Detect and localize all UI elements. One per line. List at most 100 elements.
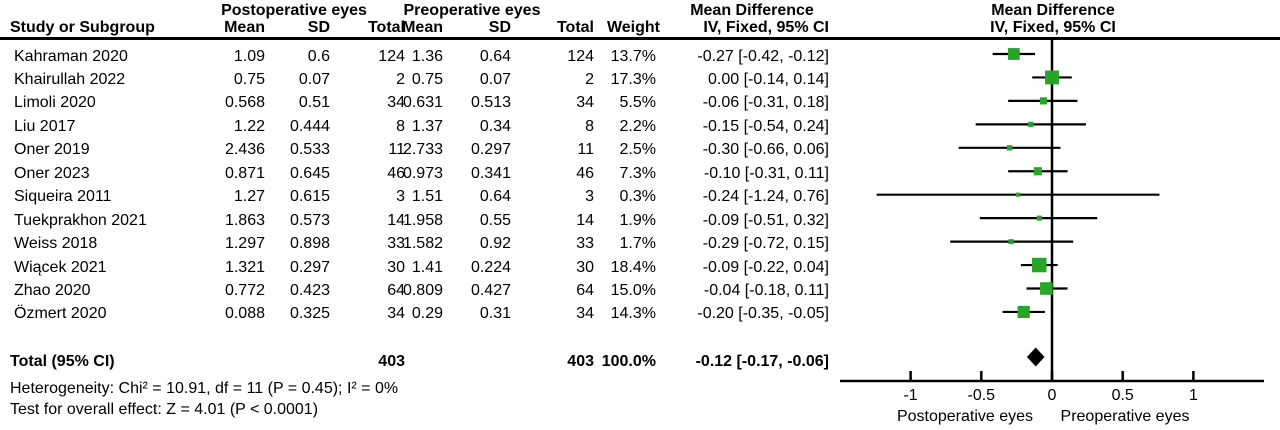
tick-label: 0 (1048, 387, 1057, 404)
cell-weight: 15.0% (610, 282, 656, 299)
cell-post-total: 124 (378, 47, 405, 65)
cell-post-mean: 2.436 (224, 141, 265, 159)
cell-study: Zhao 2020 (14, 282, 91, 299)
table-row: Khairullah 2022 0.75 0.07 2 0.75 0.07 2 17.3% 0.… (0, 68, 840, 91)
column-header-post-sd: SD (307, 19, 330, 36)
cell-post-sd: 0.6 (307, 47, 330, 65)
heterogeneity-note: Heterogeneity: Chi² = 10.91, df = 11 (P … (10, 380, 399, 397)
cell-post-sd: 0.533 (289, 141, 330, 159)
column-header-pre-mean: Mean (402, 19, 443, 36)
cell-weight: 17.3% (610, 70, 656, 88)
cell-md-ci: -0.09 [-0.51, 0.32] (702, 211, 829, 229)
cell-post-mean: 0.772 (224, 282, 265, 299)
total-pre-total: 403 (567, 353, 594, 370)
header-rule (0, 37, 1280, 40)
cell-post-mean: 1.297 (224, 235, 265, 253)
cell-study: Özmert 2020 (14, 305, 107, 323)
table-row: Liu 2017 1.22 0.444 8 1.37 0.34 8 2.2% -0.15 [-0… (0, 115, 840, 138)
table-row: Özmert 2020 0.088 0.325 34 0.29 0.31 34 14.3% -0… (0, 302, 840, 325)
cell-pre-total: 3 (585, 188, 594, 206)
table-row: Oner 2019 2.436 0.533 11 2.733 0.297 11 2.5% -0.… (0, 138, 840, 161)
cell-post-total: 3 (396, 188, 405, 206)
cell-pre-mean: 0.75 (411, 70, 443, 88)
cell-post-mean: 0.088 (224, 305, 265, 323)
table-row: Limoli 2020 0.568 0.51 34 0.631 0.513 34 5.5% -0… (0, 91, 840, 114)
cell-pre-mean: 1.51 (411, 188, 443, 206)
cell-post-sd: 0.51 (298, 94, 330, 112)
cell-md-ci: -0.27 [-0.42, -0.12] (697, 47, 829, 65)
column-header-post-total: Total (367, 19, 405, 36)
cell-md-ci: -0.20 [-0.35, -0.05] (697, 305, 829, 323)
cell-pre-total: 2 (585, 70, 594, 88)
cell-pre-mean: 0.973 (402, 164, 443, 182)
tick-label: -1 (903, 387, 917, 404)
effect-marker (1040, 282, 1053, 295)
cell-post-sd: 0.615 (289, 188, 330, 206)
cell-pre-mean: 0.631 (402, 94, 443, 112)
cell-pre-mean: 1.36 (411, 47, 443, 65)
cell-pre-mean: 0.809 (402, 282, 443, 299)
cell-post-mean: 1.09 (233, 47, 265, 65)
cell-post-mean: 1.22 (233, 117, 265, 135)
cell-study: Kahraman 2020 (14, 47, 128, 65)
cell-post-mean: 1.321 (224, 258, 265, 276)
effect-marker (1036, 215, 1042, 221)
effect-marker (1015, 192, 1021, 197)
group-header-preoperative: Preoperative eyes (403, 2, 541, 19)
cell-pre-total: 124 (567, 47, 594, 65)
table-row: Kahraman 2020 1.09 0.6 124 1.36 0.64 124 13.7% -… (0, 45, 840, 68)
cell-study: Oner 2019 (14, 141, 90, 159)
table-row: Siqueira 2011 1.27 0.615 3 1.51 0.64 3 0.3% -0.2… (0, 185, 840, 208)
cell-pre-total: 34 (576, 305, 594, 323)
cell-post-total: 14 (387, 211, 405, 229)
effect-marker (1032, 257, 1047, 273)
cell-study: Khairullah 2022 (14, 70, 126, 88)
effect-marker (1045, 70, 1059, 85)
cell-weight: 14.3% (610, 305, 656, 323)
cell-weight: 5.5% (619, 94, 656, 112)
cell-post-sd: 0.423 (289, 282, 330, 299)
total-weight: 100.0% (601, 353, 656, 370)
cell-weight: 2.2% (619, 117, 656, 135)
cell-pre-sd: 0.341 (470, 164, 511, 182)
cell-study: Tuekprakhon 2021 (14, 211, 147, 229)
tick-label: -0.5 (968, 387, 996, 404)
column-header-post-mean: Mean (224, 19, 265, 36)
total-row: Total (95% CI) 403 403 100.0% -0.12 [-0.… (0, 350, 840, 373)
group-header-mean-difference-text: Mean Difference (690, 2, 814, 19)
total-md-ci: -0.12 [-0.17, -0.06] (695, 353, 829, 370)
cell-post-sd: 0.444 (289, 117, 330, 135)
cell-weight: 0.3% (619, 188, 656, 206)
group-header-postoperative: Postoperative eyes (221, 2, 367, 19)
axis-label-left: Postoperative eyes (897, 408, 1033, 425)
effect-marker (1028, 121, 1034, 127)
table-row: Weiss 2018 1.297 0.898 33 1.582 0.92 33 1.7% -0.… (0, 232, 840, 255)
table-row: Oner 2023 0.871 0.645 46 0.973 0.341 46 7.3% -0.… (0, 162, 840, 185)
cell-pre-total: 30 (576, 258, 594, 276)
cell-md-ci: -0.30 [-0.66, 0.06] (702, 141, 829, 159)
cell-weight: 18.4% (610, 258, 656, 276)
cell-post-sd: 0.645 (289, 164, 330, 182)
cell-pre-total: 14 (576, 211, 594, 229)
cell-post-mean: 0.871 (224, 164, 265, 182)
effect-marker (1008, 239, 1014, 245)
effect-marker (1006, 145, 1013, 151)
tick-label: 0.5 (1112, 387, 1134, 404)
cell-pre-total: 46 (576, 164, 594, 182)
table-row: Tuekprakhon 2021 1.863 0.573 14 1.958 0.55 14 1… (0, 209, 840, 232)
cell-md-ci: -0.24 [-1.24, 0.76] (702, 188, 829, 206)
cell-pre-sd: 0.513 (470, 94, 511, 112)
cell-post-sd: 0.297 (289, 258, 330, 276)
group-header-mean-difference-plot: Mean Difference (991, 2, 1115, 19)
cell-weight: 1.7% (619, 235, 656, 253)
cell-post-mean: 0.75 (233, 70, 265, 88)
column-header-iv-text: IV, Fixed, 95% CI (703, 19, 829, 36)
cell-post-total: 8 (396, 117, 405, 135)
overall-effect-note: Test for overall effect: Z = 4.01 (P < 0… (10, 401, 319, 418)
column-header-study: Study or Subgroup (10, 19, 155, 36)
cell-pre-total: 64 (576, 282, 594, 299)
column-header-weight: Weight (606, 19, 660, 36)
cell-post-total: 34 (387, 305, 405, 323)
cell-weight: 13.7% (610, 47, 656, 65)
